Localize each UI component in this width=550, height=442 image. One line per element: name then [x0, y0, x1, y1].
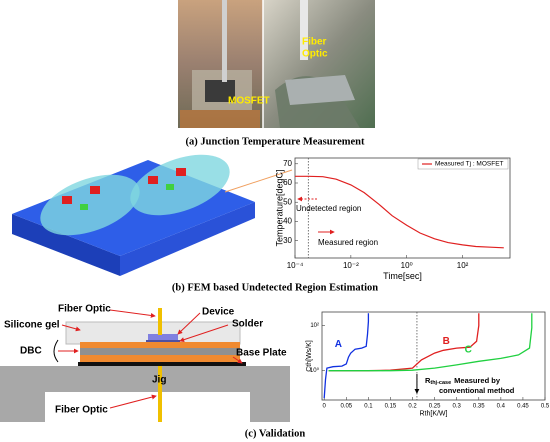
x-tick-label: 0.35 [473, 404, 485, 410]
x-axis-label: Time[sec] [383, 271, 422, 281]
x-axis-label: Rth[K/W] [419, 411, 447, 418]
y-tick-label: 70 [283, 159, 292, 168]
y-tick-label: 60 [283, 178, 292, 187]
annotation: Undetected region [296, 204, 361, 213]
photo [178, 0, 375, 128]
diagram-label: Solder [232, 319, 263, 330]
diagram-label: Fiber Optic [55, 405, 108, 416]
x-tick-label: 0.25 [429, 404, 441, 410]
legend-box [417, 158, 509, 170]
plot-frame [321, 311, 546, 401]
cross-section [0, 308, 290, 422]
x-tick-label: 10² [457, 261, 469, 270]
photo-label: Optic [302, 49, 328, 60]
diagram-label: Base Plate [236, 348, 287, 359]
x-tick-label: 0.4 [497, 404, 506, 410]
y-axis-label: Cth[Ws/K] [306, 340, 313, 372]
x-tick-label: 10⁻⁴ [287, 261, 304, 270]
diagram-label: Device [202, 307, 235, 318]
annotation-symbol: R [425, 376, 431, 385]
caption: (c) Validation [245, 428, 306, 439]
fem-model [12, 154, 293, 276]
x-tick-label: 10⁰ [401, 261, 413, 270]
x-tick-label: 0.5 [541, 404, 550, 410]
series-label: A [335, 339, 342, 350]
x-tick-label: 0.45 [517, 404, 529, 410]
photo-label: Fiber [302, 37, 327, 48]
x-tick-label: 10⁻² [343, 261, 359, 270]
diagram-label: Silicone gel [4, 320, 60, 331]
x-tick-label: 0 [323, 404, 327, 410]
x-tick-label: 0.1 [364, 404, 373, 410]
series-line [295, 175, 504, 249]
y-tick-label: 10⁰ [310, 367, 320, 374]
diagram-label: Jig [152, 375, 166, 386]
annotation-text: Measured by [454, 376, 501, 385]
y-tick-label: 30 [283, 236, 292, 245]
annotation-subscript: thj-case [430, 380, 451, 386]
diagram-label: Fiber Optic [58, 304, 111, 315]
caption: (a) Junction Temperature Measurement [186, 136, 365, 147]
annotation: Rthj-case Measured by [425, 376, 501, 386]
y-tick-label: 40 [283, 217, 292, 226]
x-tick-label: 0.3 [453, 404, 462, 410]
series-line [328, 313, 533, 372]
annotation: conventional method [439, 386, 515, 395]
x-tick-label: 0.15 [385, 404, 397, 410]
series-line [323, 313, 370, 399]
legend-label: Measured Tj : MOSFET [435, 161, 504, 168]
photo-label: MOSFET [228, 96, 270, 107]
y-axis-label: Temperature[degC] [274, 169, 284, 246]
diagram-label: DBC [20, 346, 42, 357]
series-label: C [465, 345, 472, 356]
y-tick-label: 10² [310, 323, 319, 329]
x-tick-label: 0.05 [340, 404, 352, 410]
caption: (b) FEM based Undetected Region Estimati… [172, 282, 378, 293]
plot-frame [294, 157, 511, 259]
x-tick-label: 0.2 [408, 404, 417, 410]
annotation: Measured region [318, 238, 378, 247]
series-label: B [443, 336, 450, 347]
y-tick-label: 50 [283, 197, 292, 206]
